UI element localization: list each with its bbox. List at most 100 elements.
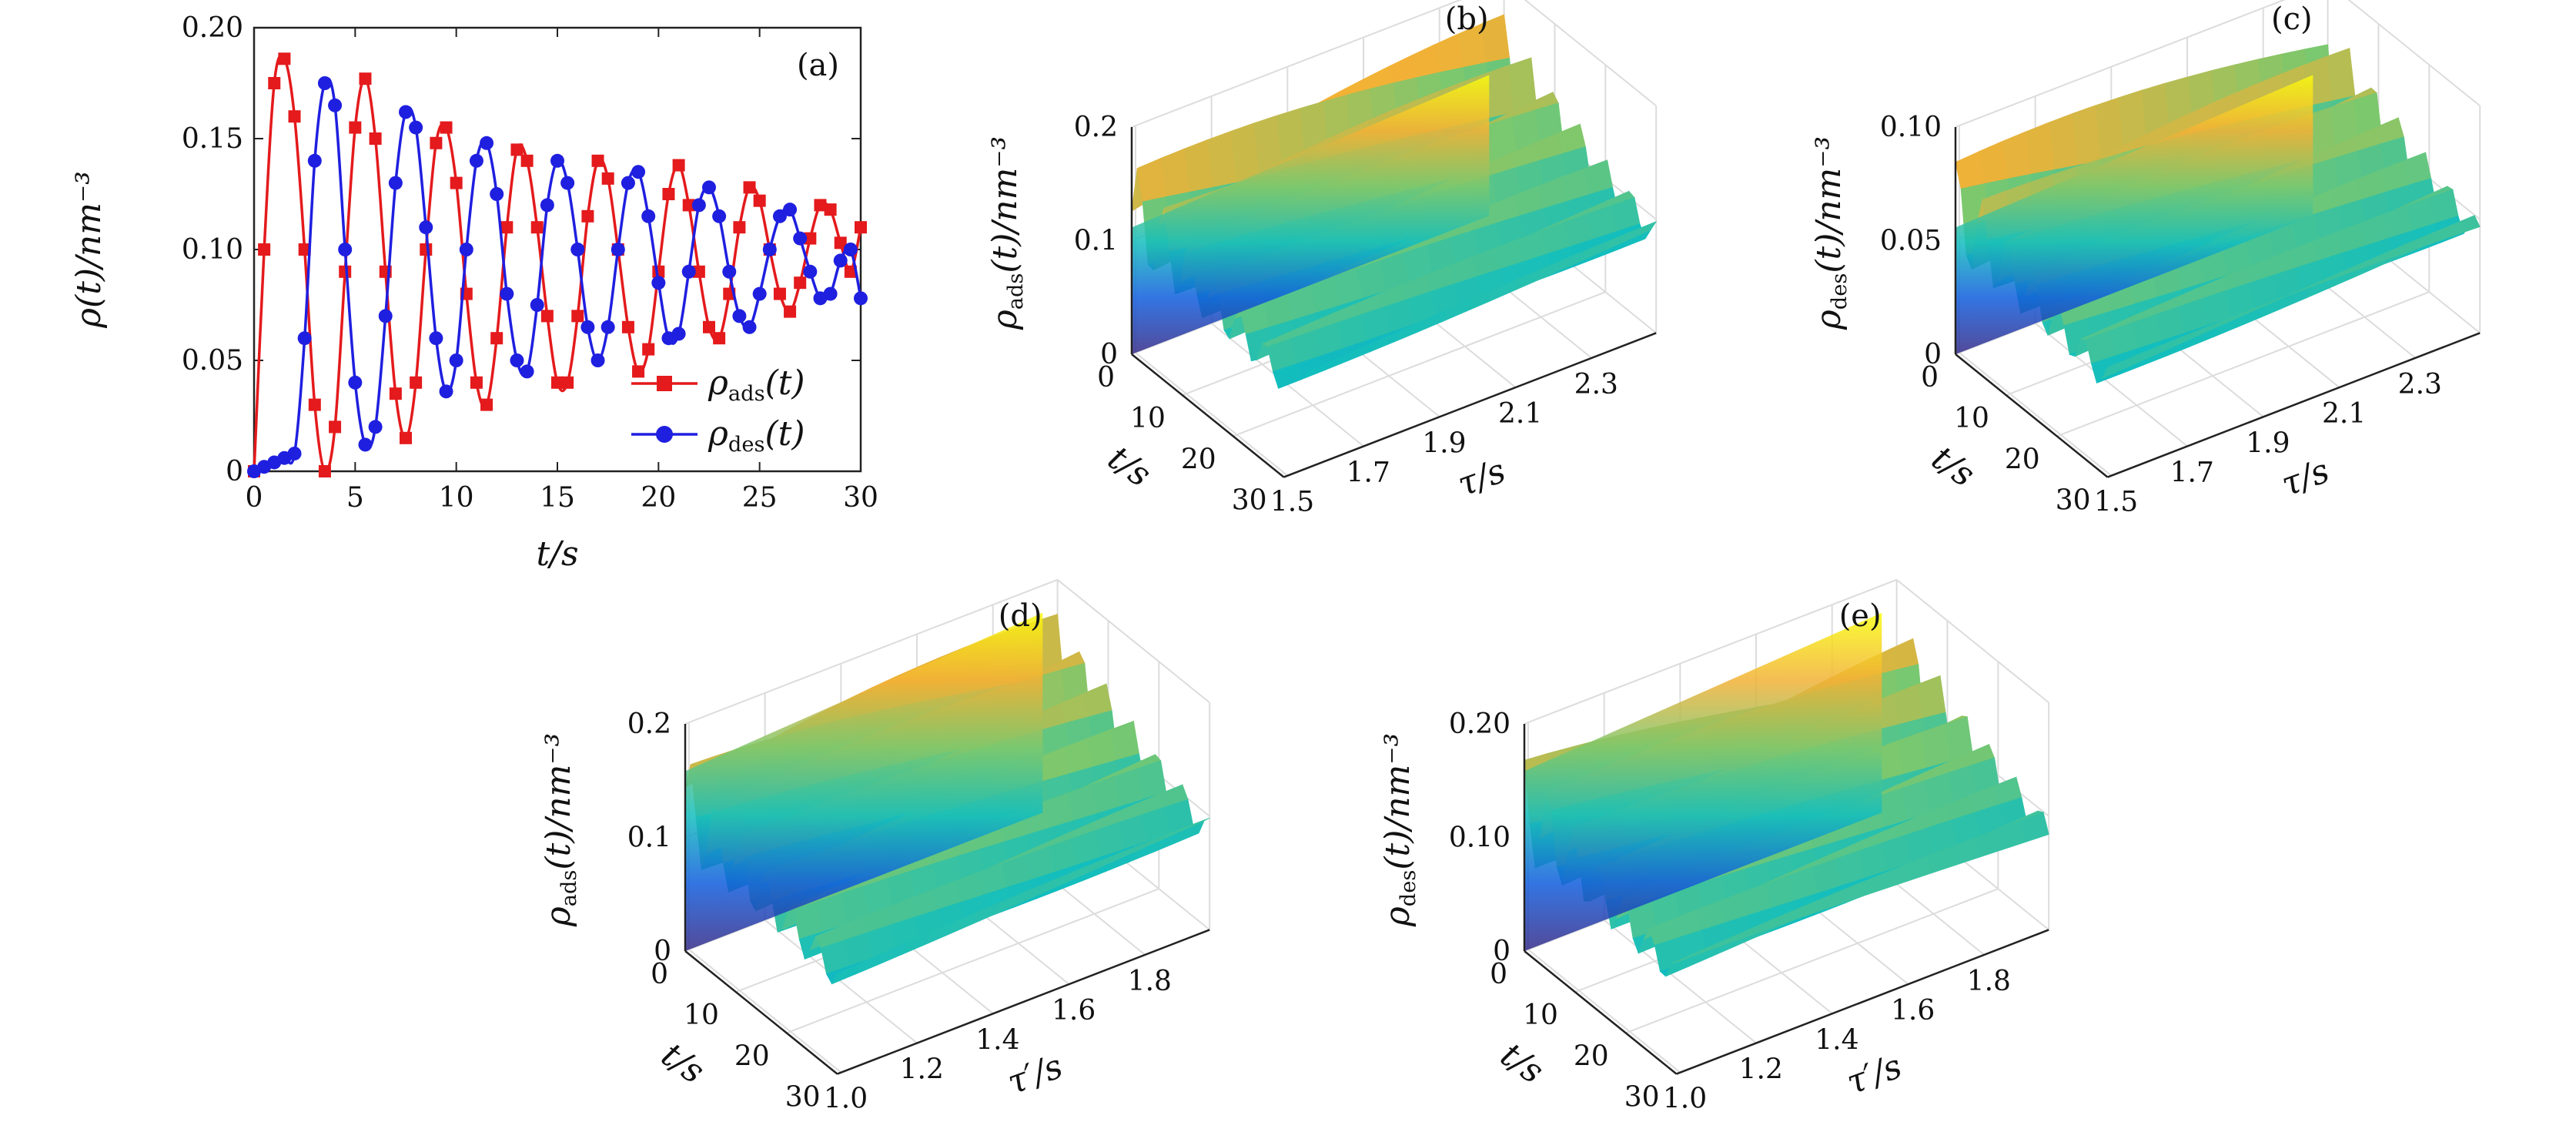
panel-label: (c): [2271, 2, 2313, 37]
data-point-ads: [733, 221, 746, 234]
data-point-des: [823, 286, 838, 301]
z-tick-label: 0: [1493, 936, 1510, 967]
t-tick-label: 10: [1954, 403, 1989, 434]
z-tick-label: 0.05: [1880, 226, 1942, 257]
data-point-des: [621, 176, 635, 190]
y-tick-label: 0: [226, 456, 243, 487]
t-axis-line: [684, 950, 838, 1075]
data-point-des: [843, 243, 858, 256]
data-point-des: [510, 353, 524, 367]
t-axis-label: t/s: [1101, 438, 1158, 494]
grid-line: [1135, 352, 1289, 477]
data-point-ads: [773, 287, 786, 300]
data-point-ads: [571, 310, 584, 323]
data-point-des: [631, 165, 646, 179]
x-tick-label: 0: [246, 482, 263, 514]
data-point-ads: [703, 320, 715, 333]
z-tick-label: 0: [1100, 339, 1118, 370]
z-axis-label: ρads(t)/nm⁻³: [539, 733, 581, 927]
t-tick-label: 20: [1181, 444, 1216, 475]
data-point-des: [590, 353, 605, 367]
panel-label: (b): [1445, 2, 1489, 37]
t-tick-label: 30: [785, 1082, 821, 1114]
z-tick-label: 0.20: [1449, 708, 1510, 740]
data-point-des: [530, 298, 544, 312]
t-tick-label: 10: [684, 1000, 719, 1031]
data-point-ads: [784, 305, 797, 318]
data-point-des: [732, 309, 747, 323]
data-point-des: [500, 286, 514, 301]
data-point-ads: [308, 398, 321, 411]
grid-line: [1959, 352, 2113, 477]
tau-tick-label: 2.3: [1574, 369, 1618, 400]
y-tick-label: 0.15: [182, 123, 243, 155]
tau-tick-label: 2.3: [2398, 369, 2442, 400]
data-point-des: [409, 120, 423, 135]
tau-tick-label: 1.6: [1052, 995, 1096, 1027]
data-point-ads: [794, 276, 807, 290]
data-point-des: [469, 153, 483, 168]
data-point-ads: [601, 172, 614, 185]
t-axis-line: [1131, 353, 1285, 478]
data-point-ads: [844, 265, 857, 278]
data-point-ads: [561, 376, 574, 389]
tau-tick-label: 1.4: [1815, 1024, 1858, 1056]
tau-axis-line: [1283, 332, 1657, 478]
grid-line: [1604, 919, 1757, 1044]
surface-front-wall: [1524, 612, 1882, 951]
z-tick-label: 0: [654, 936, 671, 967]
data-point-ads: [500, 221, 514, 234]
data-point-des: [570, 243, 585, 256]
t-tick-label: 20: [2005, 444, 2040, 475]
z-tick-label: 0.10: [1880, 112, 1942, 143]
data-point-des: [449, 353, 463, 367]
tau-tick-label: 2.1: [2322, 398, 2366, 430]
data-point-des: [854, 291, 868, 306]
legend-marker-square: [657, 376, 672, 391]
data-point-ads: [713, 332, 726, 345]
data-point-ads: [288, 110, 301, 123]
t-axis-line: [1955, 353, 2109, 478]
grid-line: [786, 888, 1159, 1034]
legend-marker-circle: [656, 426, 673, 443]
data-point-des: [560, 176, 575, 190]
data-point-des: [712, 209, 727, 223]
surface-front-wall: [1132, 75, 1490, 355]
grid-line: [684, 578, 1058, 725]
data-point-ads: [530, 221, 544, 234]
data-point-des: [651, 276, 666, 290]
data-point-ads: [753, 194, 766, 207]
t-tick-label: 20: [734, 1040, 770, 1072]
data-point-ads: [349, 121, 362, 134]
z-tick-label: 0.2: [1074, 112, 1118, 143]
tau-tick-label: 1.0: [1663, 1083, 1707, 1115]
data-point-ads: [420, 243, 433, 256]
data-point-ads: [743, 181, 756, 194]
z-tick-label: 0: [1924, 339, 1942, 370]
tau-tick-label: 1.9: [1422, 427, 1466, 459]
data-point-des: [722, 264, 737, 279]
z-tick-label: 0.1: [1074, 226, 1118, 257]
grid-line: [2035, 323, 2188, 447]
data-point-ads: [591, 154, 604, 167]
data-point-ads: [400, 431, 412, 444]
data-point-ads: [581, 209, 594, 223]
grid-line: [1527, 949, 1681, 1073]
data-point-des: [459, 243, 473, 256]
data-point-des: [702, 180, 716, 195]
data-point-des: [691, 198, 706, 213]
data-point-des: [348, 375, 363, 390]
data-point-ads: [520, 154, 534, 167]
panel-a-line-chart: 0 0.05 0.10 0.15 0.20 0 5 10 15 20 25 30 t/s ρ(t)/nm⁻…: [69, 12, 878, 574]
surface-patch: [831, 962, 861, 985]
grid-line: [1233, 291, 1606, 437]
data-point-des: [328, 98, 343, 112]
data-point-ads: [662, 188, 675, 200]
data-point-des: [399, 105, 413, 119]
t-tick-label: 30: [2056, 485, 2091, 517]
panel-label: (d): [999, 598, 1042, 634]
surface-patch: [1278, 371, 1309, 389]
data-point-ads: [480, 398, 493, 411]
t-axis-label: t/s: [1925, 438, 1982, 494]
t-axis-label: t/s: [654, 1035, 711, 1091]
